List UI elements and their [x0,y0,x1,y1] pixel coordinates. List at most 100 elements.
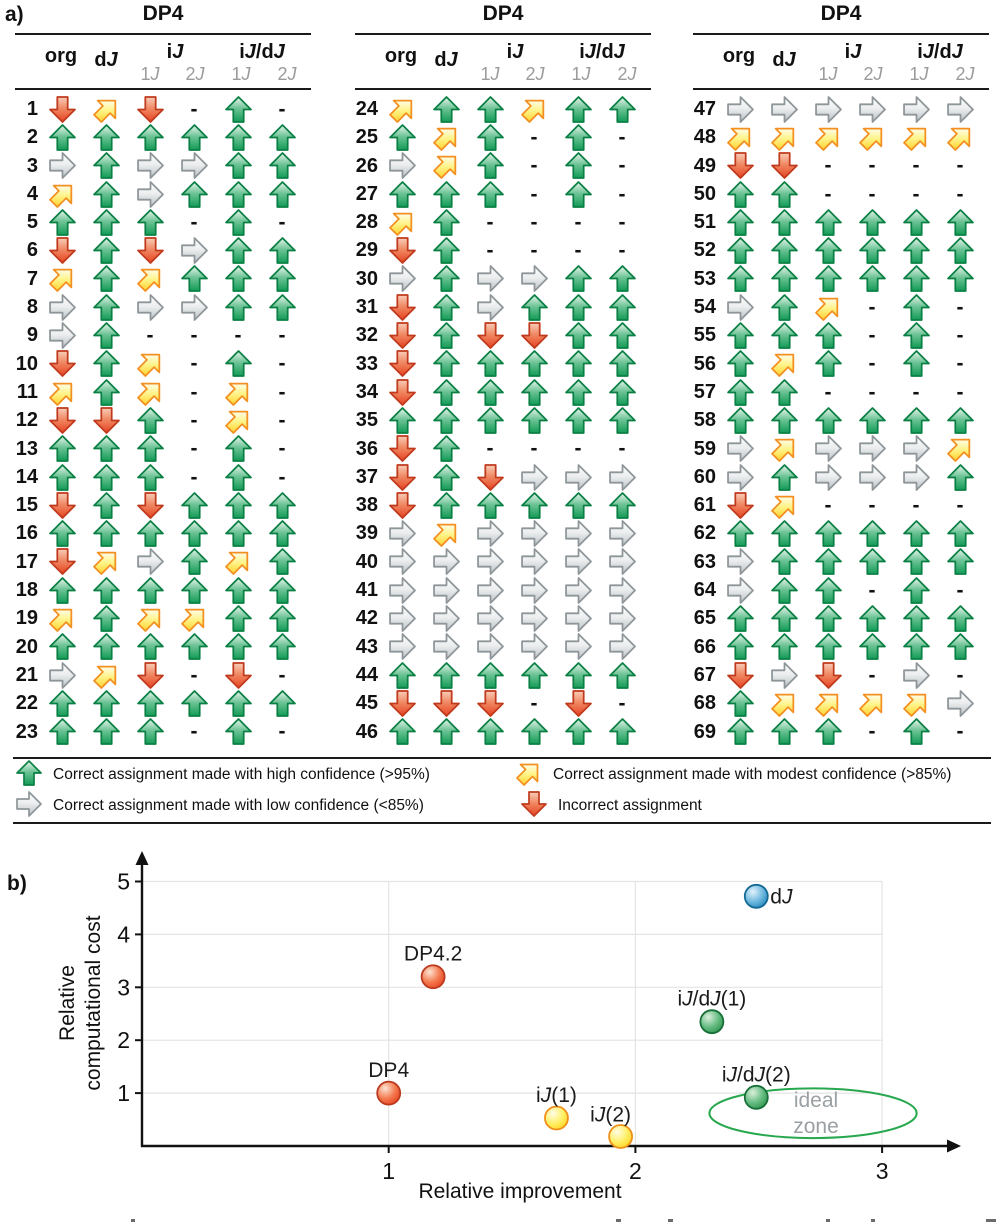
assignment-cell: - [850,180,894,208]
arrow-up-green-icon [268,633,296,661]
arrow-right-gray-icon [858,95,886,123]
assignment-cell [84,463,128,491]
arrow-up-green-icon [224,265,252,293]
assignment-cell [556,548,600,576]
table-title: DP4 [820,2,862,25]
assignment-cell [380,633,424,661]
assignment-cell [424,633,468,661]
arrow-up-green-icon [726,322,754,349]
assignment-cell [718,689,762,717]
arrow-up-green-icon [136,718,164,746]
assignment-cell [260,689,304,717]
assignment-cell [556,576,600,604]
assignment-cell [512,491,556,519]
assignment-cell [718,406,762,434]
assignment-cell [468,604,512,632]
arrow-right-gray-icon [902,435,930,463]
assignment-cell [468,180,512,208]
compound-number: 32 [355,324,378,347]
arrow-right-gray-icon [432,633,460,661]
compound-number: 53 [693,267,716,290]
arrow-down-red-icon [48,350,76,378]
rule [693,88,989,90]
assignment-cell [128,180,172,208]
arrow-down-red-icon [388,491,416,519]
assignment-cell [260,519,304,547]
compound-number: 60 [693,465,716,488]
arrow-up-green-icon [902,265,930,293]
arrow-right-gray-icon [608,633,636,661]
no-data-dash: - [278,465,286,489]
assignment-cell [260,604,304,632]
arrow-diagonal-yellow-icon [48,382,72,406]
arrow-down-red-icon [388,293,416,321]
assignment-cell [84,236,128,264]
assignment-cell [762,718,806,746]
assignment-cell [260,576,304,604]
assignment-cell [512,633,556,661]
column-header-iJ: iJ [506,41,524,63]
arrow-diagonal-yellow-icon [814,297,838,321]
compound-number: 11 [16,380,38,403]
assignment-cell [894,576,938,604]
assignment-cell [216,604,260,632]
assignment-cell [424,321,468,349]
assignment-cell: - [894,491,938,519]
arrow-up-green-icon [564,491,592,519]
assignment-cell [938,265,982,293]
assignment-cell: - [806,491,850,519]
no-data-dash: - [278,324,286,348]
arrow-up-green-icon [268,520,296,547]
arrow-diagonal-yellow-icon [48,269,72,293]
assignment-cell [600,378,644,406]
arrow-up-green-icon [224,718,252,746]
assignment-cell [40,491,84,519]
arrow-right-gray-icon [432,548,460,576]
arrow-diagonal-yellow-icon [946,127,970,151]
assignment-cell [600,491,644,519]
no-data-dash: - [190,380,198,404]
assignment-cell [380,491,424,519]
no-data-dash: - [278,380,286,404]
no-data-dash: - [956,295,964,319]
assignment-cell [806,406,850,434]
no-data-dash: - [530,239,538,263]
assignment-cell [424,689,468,717]
assignment-cell [424,406,468,434]
no-data-dash: - [530,182,538,206]
assignment-cell [806,293,850,321]
arrow-up-green-icon [136,690,164,717]
legend-item-high-confidence: Correct assignment made with high confid… [16,759,430,789]
arrow-up-green-icon [902,322,930,349]
arrow-up-green-icon [388,661,416,689]
assignment-cell [84,604,128,632]
compound-number: 65 [693,607,716,630]
arrow-up-green-icon [136,520,164,547]
assignment-cell [850,406,894,434]
arrow-down-red-icon [564,690,592,717]
arrow-diagonal-yellow-icon [858,127,882,151]
assignment-cell [380,293,424,321]
no-data-dash: - [868,324,876,348]
assignment-cell [380,689,424,717]
arrow-down-red-icon [388,378,416,406]
assignment-cell [380,519,424,547]
legend-item-low-confidence: Correct assignment made with low confide… [16,790,424,820]
compound-number: 63 [693,550,716,573]
assignment-cell [512,321,556,349]
no-data-dash: - [618,154,626,178]
cropped-caption-fragment [986,1219,996,1222]
assignment-cell: - [938,321,982,349]
arrow-up-green-icon [564,124,592,151]
compound-number: 25 [355,126,378,149]
arrow-up-green-icon [180,520,208,547]
no-data-dash: - [278,663,286,687]
assignment-cell [40,406,84,434]
assignment-cell [84,491,128,519]
arrow-right-gray-icon [180,237,208,264]
assignment-cell [894,236,938,264]
compound-number: 52 [693,239,716,262]
legend-item-modest-confidence: Correct assignment made with modest conf… [516,761,951,789]
assignment-cell [216,491,260,519]
arrow-up-green-icon [770,548,798,576]
